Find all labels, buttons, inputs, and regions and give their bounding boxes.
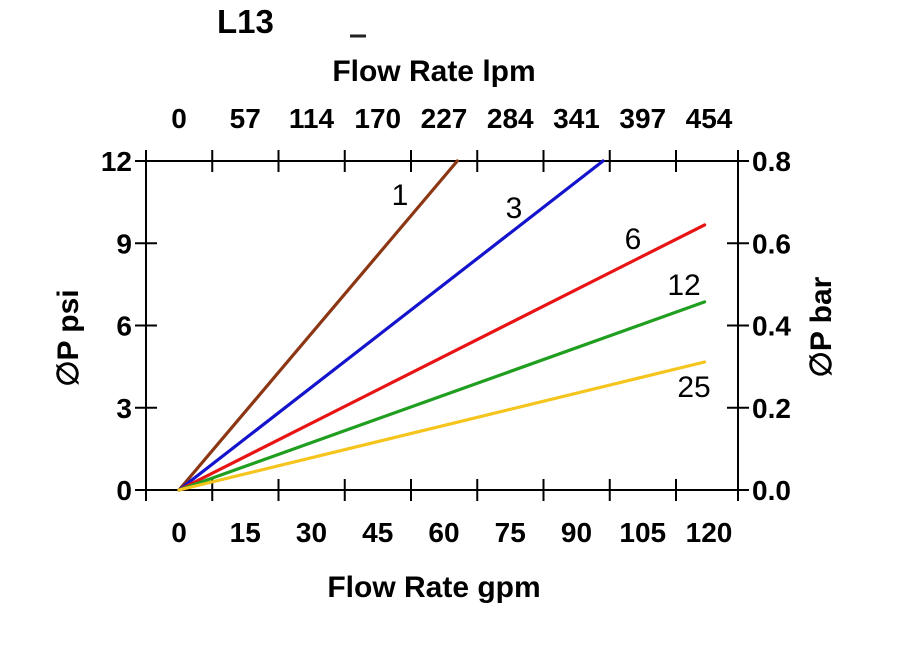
series-label-1: 1 [392,179,409,212]
bottom-axis-tick-label: 90 [561,517,592,548]
right-axis-tick-label: 0.8 [752,146,791,177]
top-axis-tick-label: 454 [686,103,733,134]
top-axis-tick-label: 57 [230,103,261,134]
left-axis-tick-label: 0 [116,475,132,506]
series-label-12: 12 [667,269,700,302]
axis-ticks [135,150,749,501]
left-axis-tick-label: 6 [116,311,132,342]
right-axis-tick-label: 0.4 [752,311,791,342]
series-line-3 [177,159,605,492]
bottom-axis-tick-label: 60 [428,517,459,548]
series-label-6: 6 [625,223,642,256]
series-line-12 [177,300,707,492]
series-lines [177,159,707,492]
series-labels: 1 3 6 12 25 [392,179,711,404]
bottom-axis-tick-label: 15 [230,517,261,548]
top-axis-tick-label: 397 [619,103,666,134]
top-axis-title: Flow Rate lpm [332,55,535,88]
left-axis-title: ∅P psi [52,289,85,386]
bottom-axis-tick-label: 30 [296,517,327,548]
top-axis-tick-label: 341 [553,103,600,134]
bottom-axis-tick-label: 0 [171,517,187,548]
right-axis-title: ∅P bar [805,276,838,377]
right-axis-tick-label: 0.6 [752,228,791,259]
right-axis-tick-label: 0.2 [752,393,791,424]
left-axis-tick-label: 9 [116,228,132,259]
bottom-axis-tick-label: 45 [362,517,393,548]
series-line-25 [177,360,707,492]
chart-title: L13 [217,3,274,40]
bottom-axis-tick-label: 120 [686,517,733,548]
left-axis-tick-label: 12 [101,146,132,177]
left-axis-tick-label: 3 [116,393,132,424]
bottom-axis-tick-label: 105 [619,517,666,548]
top-axis-tick-label: 227 [421,103,468,134]
series-line-6 [177,223,707,492]
plot-frame [145,160,739,491]
series-label-3: 3 [506,192,523,225]
top-axis-tick-label: 0 [171,103,187,134]
bottom-axis-title: Flow Rate gpm [327,571,540,604]
series-label-25: 25 [677,371,710,404]
top-axis-tick-label: 170 [354,103,401,134]
bottom-axis-tick-label: 75 [495,517,526,548]
series-line-1 [177,159,459,492]
top-axis-tick-label: 284 [487,103,534,134]
right-axis-tick-label: 0.0 [752,475,791,506]
top-axis-tick-label: 114 [289,103,335,134]
